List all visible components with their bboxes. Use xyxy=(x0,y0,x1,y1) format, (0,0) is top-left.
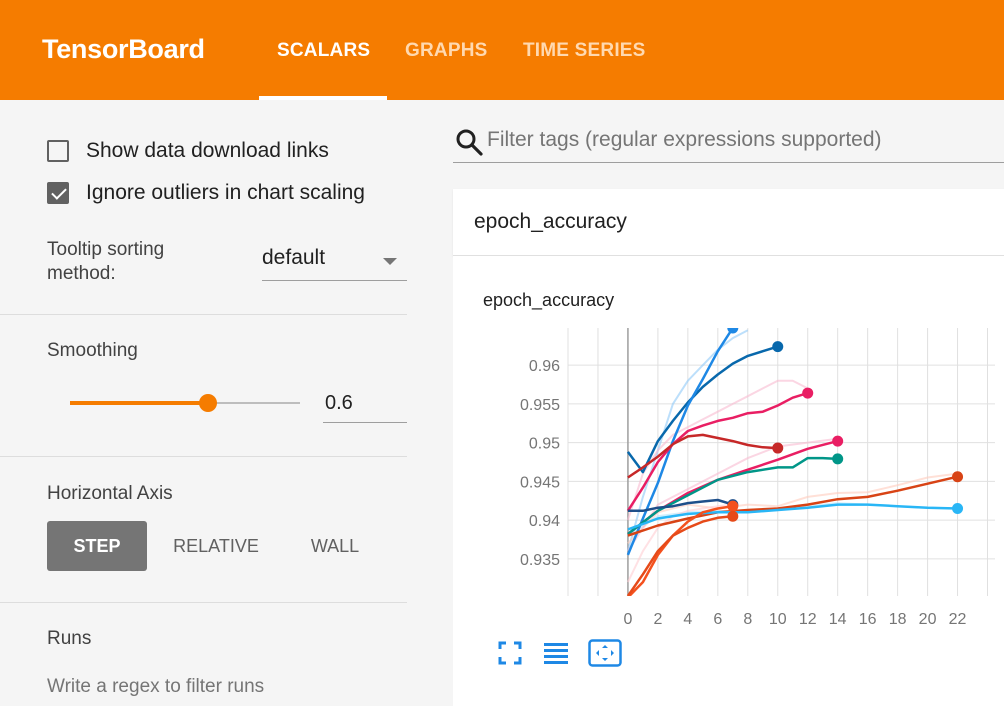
series-line xyxy=(626,514,733,596)
x-tick-label: 2 xyxy=(653,611,662,628)
horizontal-axis-label: Horizontal Axis xyxy=(47,483,173,504)
chart-title: epoch_accuracy xyxy=(483,290,615,310)
y-tick-label: 0.96 xyxy=(529,358,560,375)
fit-domain-icon[interactable] xyxy=(588,639,622,667)
x-tick-label: 16 xyxy=(859,611,877,628)
line-chart[interactable]: 0 2 4 6 8 10 12 14 16 18 20 22 0.935 0.94 0.945 0.95 0.9… xyxy=(453,256,1004,636)
card-title: epoch_accuracy xyxy=(474,210,627,233)
smoothing-slider-fill xyxy=(70,401,208,405)
ignore-outliers-label: Ignore outliers in chart scaling xyxy=(86,181,365,204)
tooltip-sorting-select[interactable]: default xyxy=(262,244,407,281)
x-tick-label: 4 xyxy=(683,611,692,628)
active-tab-indicator xyxy=(259,96,387,100)
series-end-point xyxy=(952,502,964,514)
series-end-point xyxy=(772,442,784,454)
checkbox-unchecked-icon xyxy=(47,140,69,162)
smoothing-input[interactable]: 0.6 xyxy=(323,386,407,423)
axis-relative-button[interactable]: RELATIVE xyxy=(173,535,259,556)
x-tick-label: 8 xyxy=(743,611,752,628)
dropdown-arrow-icon xyxy=(383,258,397,265)
y-tick-label: 0.94 xyxy=(529,513,560,530)
tooltip-sorting-value: default xyxy=(262,246,326,269)
divider xyxy=(0,456,407,457)
y-tick-label: 0.935 xyxy=(520,552,560,569)
runs-label: Runs xyxy=(47,628,92,649)
smoothing-label: Smoothing xyxy=(47,340,138,361)
series-line xyxy=(627,503,958,531)
series-end-point xyxy=(727,500,739,512)
x-tick-label: 14 xyxy=(829,611,847,628)
fullscreen-icon[interactable] xyxy=(497,640,523,666)
x-tick-label: 6 xyxy=(713,611,722,628)
tab-time-series[interactable]: TIME SERIES xyxy=(523,40,646,61)
series-line xyxy=(627,504,733,596)
card-header[interactable]: epoch_accuracy xyxy=(453,189,1004,256)
y-tick-label: 0.955 xyxy=(520,397,560,414)
raw-series-line xyxy=(627,472,958,544)
show-download-links-label: Show data download links xyxy=(86,139,329,162)
series-line xyxy=(627,433,778,479)
series-line xyxy=(627,456,838,535)
x-tick-label: 10 xyxy=(769,611,787,628)
x-tick-label: 20 xyxy=(919,611,937,628)
x-tick-label: 18 xyxy=(889,611,907,628)
series-line xyxy=(626,328,734,556)
brand-title: TensorBoard xyxy=(42,34,205,64)
axis-wall-button[interactable]: WALL xyxy=(310,535,360,556)
tab-scalars[interactable]: SCALARS xyxy=(277,40,371,61)
series-end-point xyxy=(772,341,784,353)
series-end-point xyxy=(802,387,814,399)
show-download-links-checkbox[interactable]: Show data download links xyxy=(47,139,329,163)
axis-step-button[interactable]: STEP xyxy=(47,521,147,571)
toggle-log-scale-icon[interactable] xyxy=(543,640,569,666)
divider xyxy=(0,314,407,315)
series-line xyxy=(627,498,734,513)
raw-series-line xyxy=(626,503,733,583)
checkbox-checked-icon xyxy=(47,182,69,204)
search-icon xyxy=(456,129,483,156)
runs-filter-input[interactable]: Write a regex to filter runs xyxy=(47,676,265,697)
raw-series-line xyxy=(627,437,838,552)
ignore-outliers-checkbox[interactable]: Ignore outliers in chart scaling xyxy=(47,181,365,205)
raw-series-line xyxy=(626,379,809,521)
series-end-point xyxy=(832,453,844,465)
y-tick-label: 0.945 xyxy=(520,474,560,491)
series-end-point xyxy=(727,510,739,522)
tooltip-sorting-label: Tooltip sorting method: xyxy=(47,239,165,284)
series-line xyxy=(627,475,958,537)
series-end-point xyxy=(727,328,739,334)
y-tick-label: 0.95 xyxy=(529,436,560,453)
x-tick-label: 12 xyxy=(799,611,817,628)
smoothing-value: 0.6 xyxy=(325,392,353,414)
divider xyxy=(0,602,407,603)
tab-graphs[interactable]: GRAPHS xyxy=(405,40,488,61)
top-app-bar: TensorBoard SCALARS GRAPHS TIME SERIES xyxy=(0,0,1004,100)
series-line xyxy=(626,391,809,512)
series-end-point xyxy=(832,435,844,447)
series-end-point xyxy=(952,471,964,483)
tag-filter-input[interactable]: Filter tags (regular expressions support… xyxy=(453,120,1004,163)
x-tick-label: 0 xyxy=(623,611,632,628)
tag-filter-placeholder: Filter tags (regular expressions support… xyxy=(487,128,882,151)
x-tick-label: 22 xyxy=(949,611,967,628)
series-line xyxy=(626,345,779,474)
smoothing-slider-thumb[interactable] xyxy=(199,394,217,412)
